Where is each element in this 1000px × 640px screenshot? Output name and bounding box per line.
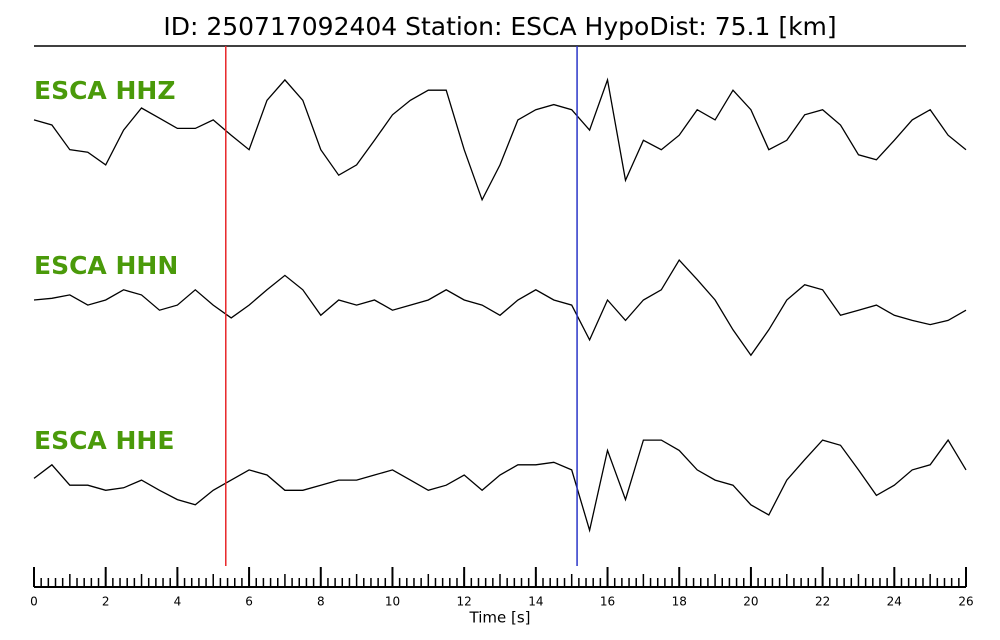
chart-title: ID: 250717092404 Station: ESCA HypoDist:… bbox=[163, 12, 836, 41]
x-tick-label: 22 bbox=[815, 595, 830, 609]
x-tick-label: 10 bbox=[385, 595, 400, 609]
x-tick-label: 26 bbox=[958, 595, 973, 609]
x-tick-label: 2 bbox=[102, 595, 110, 609]
x-tick-label: 20 bbox=[743, 595, 758, 609]
trace bbox=[33, 77, 967, 202]
x-tick-label: 4 bbox=[174, 595, 182, 609]
legend-label: ESCA HHE bbox=[34, 426, 174, 455]
legend-label: ESCA HHZ bbox=[34, 76, 175, 105]
x-tick-label: 24 bbox=[887, 595, 902, 609]
x-axis-label: Time [s] bbox=[469, 609, 531, 627]
x-tick-label: 0 bbox=[30, 595, 38, 609]
x-tick-label: 16 bbox=[600, 595, 615, 609]
x-tick-label: 6 bbox=[245, 595, 253, 609]
legend-label: ESCA HHN bbox=[34, 251, 178, 280]
x-tick-label: 18 bbox=[672, 595, 687, 609]
trace bbox=[33, 259, 967, 357]
x-tick-label: 8 bbox=[317, 595, 325, 609]
trace bbox=[33, 438, 967, 533]
x-tick-label: 12 bbox=[457, 595, 472, 609]
x-tick-label: 14 bbox=[528, 595, 543, 609]
